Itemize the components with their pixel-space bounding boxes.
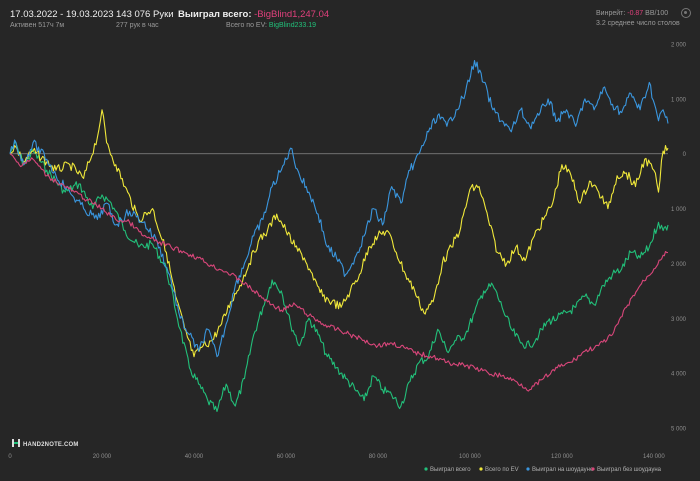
legend-marker xyxy=(479,467,483,471)
x-tick-label: 120 000 xyxy=(551,454,573,460)
x-tick-label: 60 000 xyxy=(277,454,296,460)
y-tick-label: 1 000 xyxy=(671,207,687,213)
legend-label: Выиграл на шоудауне xyxy=(532,467,594,473)
x-tick-label: 100 000 xyxy=(459,454,481,460)
y-tick-label: 2 000 xyxy=(671,43,687,49)
legend-label: Всего по EV xyxy=(485,467,519,473)
series-line-2 xyxy=(9,109,669,358)
header: 17.03.2022 - 19.03.2023 Активен 517ч 7м … xyxy=(0,0,700,40)
legend-marker xyxy=(591,467,595,471)
x-tick-label: 20 000 xyxy=(93,454,112,460)
winrate-label: Винрейт: xyxy=(596,10,626,17)
gear-icon[interactable] xyxy=(681,8,691,18)
avg-tables: 3.2 среднее число столов xyxy=(596,20,680,27)
y-tick-label: 2 000 xyxy=(671,262,687,268)
hands-count: 143 076 Руки xyxy=(116,9,174,20)
y-tick-label: 4 000 xyxy=(671,372,687,378)
series-line-1 xyxy=(9,141,669,413)
legend-label: Выиграл всего xyxy=(430,467,471,473)
legend-marker xyxy=(424,467,428,471)
legend-marker xyxy=(526,467,530,471)
winrate: Винрейт: -0.87 BB/100 xyxy=(596,10,668,17)
date-range[interactable]: 17.03.2022 - 19.03.2023 xyxy=(10,9,114,20)
ev-label: Всего по EV: xyxy=(226,22,267,29)
series-line-4 xyxy=(9,153,669,392)
hands-per-hour: 277 рук в час xyxy=(116,22,159,29)
ev-value: BigBlind233.19 xyxy=(268,22,316,29)
active-time: Активен 517ч 7м xyxy=(10,22,65,29)
x-tick-label: 40 000 xyxy=(185,454,204,460)
winrate-unit: BB/100 xyxy=(645,10,669,17)
ev-total: Всего по EV: BigBlind233.19 xyxy=(226,22,316,29)
x-tick-label: 140 000 xyxy=(643,454,665,460)
hand2note-logo: HAND2NOTE.COM xyxy=(12,439,79,448)
winrate-value: -0.87 xyxy=(627,10,644,17)
hand2note-logo-mark xyxy=(12,439,20,447)
y-tick-label: 5 000 xyxy=(671,427,687,433)
won-total-label: Выиграл всего: xyxy=(178,9,252,20)
series-line-3 xyxy=(9,59,669,358)
y-tick-label: 1 000 xyxy=(671,97,687,103)
x-tick-label: 0 xyxy=(8,454,12,460)
y-tick-label: 3 000 xyxy=(671,317,687,323)
y-tick-label: 0 xyxy=(683,152,687,158)
won-total-value: -BigBlind1,247.04 xyxy=(254,9,330,20)
legend-label: Выиграл без шоудауна xyxy=(597,467,662,473)
won-total: Выиграл всего: -BigBlind1,247.04 xyxy=(178,9,329,20)
logo-text: HAND2NOTE.COM xyxy=(23,442,79,448)
x-tick-label: 80 000 xyxy=(369,454,388,460)
